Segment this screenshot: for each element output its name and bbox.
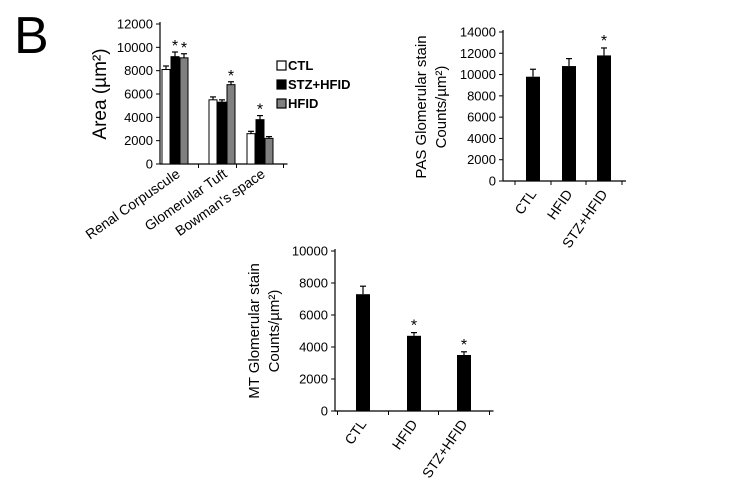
area-chart-bar-stz-hfid	[217, 101, 227, 165]
mt-chart-significance-star: *	[411, 318, 417, 335]
area-chart-legend-swatch	[276, 60, 287, 71]
area-chart-bar-hfid	[179, 57, 189, 165]
mt-chart-y-axis-label-line2: Counts/µm²)	[266, 290, 283, 373]
area-chart-significance-star: *	[257, 102, 263, 119]
pas-chart-bar	[526, 76, 540, 181]
area-chart-legend-label: STZ+HFID	[288, 77, 350, 92]
area-chart-bar-ctl	[161, 69, 171, 165]
area-chart-bar-hfid	[264, 137, 274, 165]
pas-chart-category-label: HFID	[544, 187, 576, 223]
area-chart-legend-label: CTL	[288, 58, 313, 73]
mt-chart-bar	[356, 294, 370, 411]
pas-chart-y-tick-label: 4000	[467, 131, 496, 146]
area-chart-significance-star: *	[172, 38, 178, 55]
pas-chart-y-tick-label: 6000	[467, 110, 496, 125]
mt-chart-category-label: STZ+HFID	[419, 417, 471, 481]
area-chart-y-tick-label: 4000	[124, 110, 153, 125]
mt-chart-bar	[407, 335, 421, 411]
area-chart-y-tick-label: 12000	[117, 17, 153, 32]
mt-chart-category-label: CTL	[341, 416, 369, 447]
area-chart-significance-star: *	[228, 68, 234, 85]
pas-chart-bar	[597, 55, 611, 181]
area-chart-y-tick-label: 6000	[124, 87, 153, 102]
area-chart-y-tick-label: 2000	[124, 133, 153, 148]
area-chart-y-axis-label: Area (µm²)	[90, 48, 111, 139]
pas-chart-y-tick-label: 10000	[460, 67, 496, 82]
pas-chart-bar	[562, 66, 576, 181]
pas-chart-significance-star: *	[601, 33, 607, 50]
mt-chart-y-tick-label: 8000	[299, 276, 328, 291]
mt-chart-significance-star: *	[461, 337, 467, 354]
area-chart-bar-stz-hfid	[170, 56, 180, 165]
area-chart-y-tick-label: 8000	[124, 63, 153, 78]
mt-chart-bar	[457, 355, 471, 411]
pas-chart-y-axis-label-line1: PAS Glomerular stain	[413, 35, 430, 178]
area-chart-legend-label: HFID	[288, 96, 318, 111]
mt-chart-y-tick-label: 0	[321, 404, 328, 419]
area-chart-bar-stz-hfid	[255, 119, 265, 165]
area-chart-legend-swatch	[276, 79, 287, 90]
pas-chart-y-tick-label: 8000	[467, 88, 496, 103]
pas-chart-y-tick-label: 12000	[460, 46, 496, 61]
area-chart-bar-ctl	[208, 99, 218, 165]
area-chart-y-tick-label: 0	[146, 157, 153, 172]
area-chart-y-tick-label: 10000	[117, 40, 153, 55]
area-chart-legend-swatch	[276, 98, 287, 109]
mt-chart-y-tick-label: 2000	[299, 372, 328, 387]
area-chart-bar-hfid	[226, 84, 236, 165]
pas-chart-y-tick-label: 0	[489, 174, 496, 189]
panel-label: B	[14, 7, 49, 65]
mt-chart-y-tick-label: 4000	[299, 340, 328, 355]
pas-chart-y-axis-label-line2: Counts/µm²)	[433, 66, 450, 149]
mt-chart-y-tick-label: 10000	[292, 244, 328, 259]
pas-chart-y-tick-label: 14000	[460, 25, 496, 40]
mt-chart-y-axis-label-line1: MT Glomerular stain	[246, 263, 263, 399]
area-chart-significance-star: *	[181, 40, 187, 57]
area-chart-bar-ctl	[246, 133, 256, 165]
mt-chart-y-tick-label: 6000	[299, 308, 328, 323]
pas-chart-y-tick-label: 2000	[467, 152, 496, 167]
mt-chart-category-label: HFID	[389, 417, 421, 453]
pas-chart-category-label: CTL	[511, 186, 539, 217]
